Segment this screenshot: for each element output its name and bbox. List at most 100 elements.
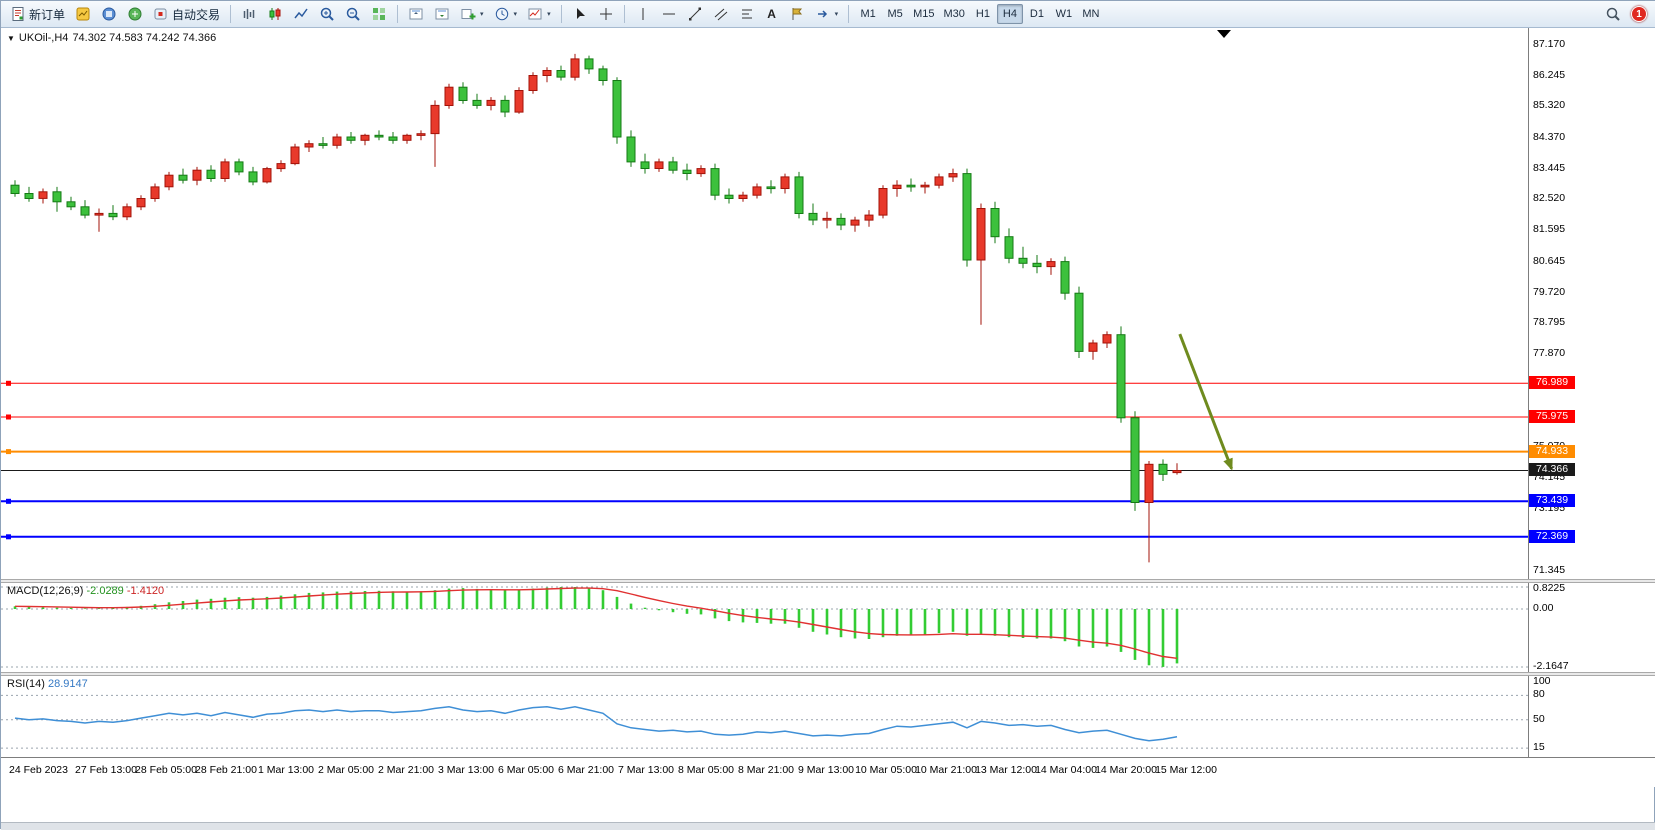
time-axis-label: 10 Mar 05:00 (855, 764, 917, 776)
new-order-icon (10, 6, 26, 22)
time-axis-label: 6 Mar 05:00 (498, 764, 554, 776)
price-line-badge: 72.369 (1529, 530, 1575, 543)
price-tick: 80.645 (1533, 256, 1565, 267)
toolbar-separator (561, 5, 562, 23)
period-clock-icon[interactable]: ▾ (490, 3, 522, 25)
cursor-icon[interactable] (568, 3, 592, 25)
text-tool-icon[interactable]: A (761, 3, 783, 25)
vertical-line-tool-icon[interactable] (631, 3, 655, 25)
price-line-badge: 75.975 (1529, 410, 1575, 423)
tile-windows-icon[interactable] (367, 3, 391, 25)
horizontal-line-tool-icon[interactable] (657, 3, 681, 25)
timeframe-M15[interactable]: M15 (909, 4, 938, 24)
price-tick: 78.795 (1533, 317, 1565, 328)
timeframe-M30[interactable]: M30 (940, 4, 969, 24)
notification-badge[interactable]: 1 (1627, 3, 1651, 25)
macd-chart[interactable] (1, 583, 1528, 672)
price-tick: 87.170 (1533, 39, 1565, 50)
toolbar-separator (397, 5, 398, 23)
bar-chart-mode-icon[interactable] (237, 3, 261, 25)
price-line-badge: 74.933 (1529, 445, 1575, 458)
price-chart[interactable] (1, 28, 1528, 579)
search-icon[interactable] (1601, 3, 1625, 25)
price-line-badge: 76.989 (1529, 376, 1575, 389)
price-tick: 83.445 (1533, 163, 1565, 174)
market-watch-icon[interactable] (71, 3, 95, 25)
time-axis-label: 3 Mar 13:00 (438, 764, 494, 776)
price-tick: 71.345 (1533, 565, 1565, 576)
channel-tool-icon[interactable] (709, 3, 733, 25)
timeframe-MN[interactable]: MN (1078, 4, 1104, 24)
macd-scale-label: 0.8225 (1533, 583, 1565, 594)
time-axis-label: 8 Mar 05:00 (678, 764, 734, 776)
time-axis-label: 28 Feb 05:00 (135, 764, 197, 776)
symbol-label: UKOil-,H4 (19, 32, 69, 44)
rsi-value: 28.9147 (48, 678, 88, 690)
time-axis-label: 27 Feb 13:00 (75, 764, 137, 776)
rsi-scale-label: 100 (1533, 676, 1551, 687)
time-axis-label: 6 Mar 21:00 (558, 764, 614, 776)
candlestick-mode-icon[interactable] (263, 3, 287, 25)
new-order-label: 新订单 (29, 6, 65, 23)
time-axis-label: 24 Feb 2023 (9, 764, 68, 776)
time-axis-label: 14 Mar 04:00 (1035, 764, 1097, 776)
price-line-badge: 74.366 (1529, 463, 1575, 476)
navigator-icon[interactable] (123, 3, 147, 25)
time-axis-label: 13 Mar 12:00 (975, 764, 1037, 776)
macd-name: MACD(12,26,9) (7, 585, 83, 597)
chart-shift-marker[interactable] (1217, 30, 1231, 38)
price-pane[interactable]: ▼ UKOil-,H4 74.302 74.583 74.242 74.366 … (1, 28, 1655, 579)
macd-value: -2.0289 (86, 585, 123, 597)
rsi-scale-label: 15 (1533, 742, 1545, 753)
price-tick: 77.870 (1533, 348, 1565, 359)
crosshair-icon[interactable] (594, 3, 618, 25)
time-axis-label: 10 Mar 21:00 (915, 764, 977, 776)
zoom-out-icon[interactable] (341, 3, 365, 25)
price-tick: 79.720 (1533, 287, 1565, 298)
auto-scroll-icon[interactable] (430, 3, 454, 25)
time-axis-label: 28 Feb 21:00 (195, 764, 257, 776)
text-tool-label: A (767, 7, 776, 21)
toolbar-separator (624, 5, 625, 23)
time-axis-label: 9 Mar 13:00 (798, 764, 854, 776)
timeframe-D1[interactable]: D1 (1024, 4, 1050, 24)
time-axis-label: 7 Mar 13:00 (618, 764, 674, 776)
timeframe-W1[interactable]: W1 (1051, 4, 1077, 24)
arrows-tool-icon[interactable]: ▾ (811, 3, 843, 25)
dropdown-caret: ▾ (547, 10, 551, 18)
timeframe-M5[interactable]: M5 (882, 4, 908, 24)
rsi-scale-label: 80 (1533, 689, 1545, 700)
chart-shift-toggle-icon[interactable] (404, 3, 428, 25)
rsi-header: RSI(14) 28.9147 (7, 678, 88, 690)
time-axis-label: 8 Mar 21:00 (738, 764, 794, 776)
rsi-chart[interactable] (1, 676, 1528, 757)
line-chart-mode-icon[interactable] (289, 3, 313, 25)
label-tool-icon[interactable] (785, 3, 809, 25)
price-tick: 86.245 (1533, 70, 1565, 81)
new-order-button[interactable]: 新订单 (6, 3, 69, 25)
notification-count: 1 (1631, 6, 1647, 22)
price-line-badge: 73.439 (1529, 494, 1575, 507)
rsi-name: RSI(14) (7, 678, 45, 690)
autotrade-button[interactable]: 自动交易 (149, 3, 224, 25)
timeframe-M1[interactable]: M1 (855, 4, 881, 24)
toolbar: 新订单 自动交易 (1, 1, 1655, 28)
timeframe-H1[interactable]: H1 (970, 4, 996, 24)
indicators-icon[interactable]: ▾ (523, 3, 555, 25)
new-chart-icon[interactable]: ▾ (456, 3, 488, 25)
trendline-tool-icon[interactable] (683, 3, 707, 25)
time-axis-label: 14 Mar 20:00 (1095, 764, 1157, 776)
symbol-dropdown-icon[interactable]: ▼ (7, 34, 15, 43)
autotrade-icon (153, 6, 169, 22)
zoom-in-icon[interactable] (315, 3, 339, 25)
data-window-icon[interactable] (97, 3, 121, 25)
timeframe-H4[interactable]: H4 (997, 4, 1023, 24)
fibonacci-tool-icon[interactable] (735, 3, 759, 25)
